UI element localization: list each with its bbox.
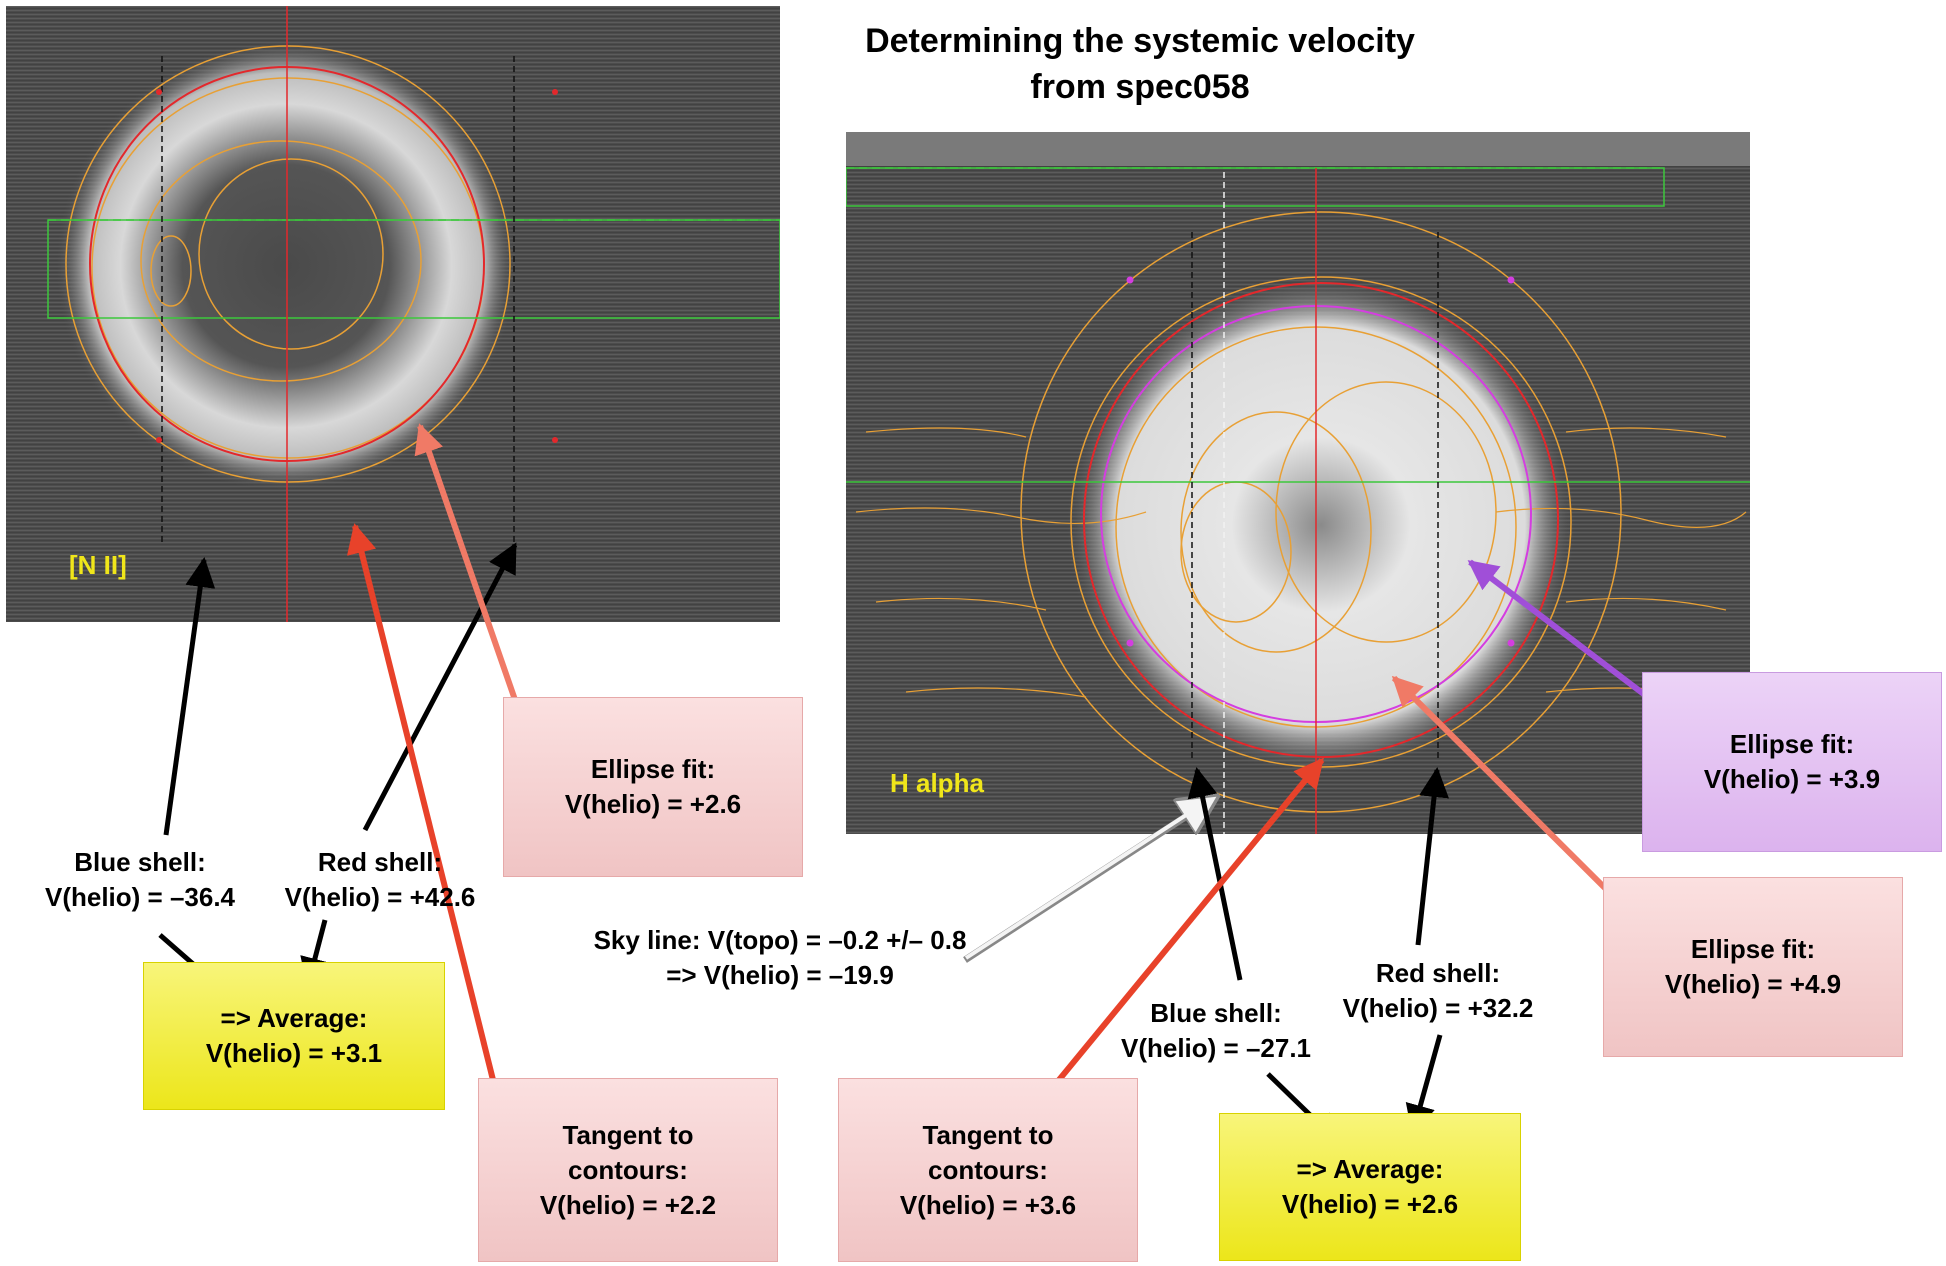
nii-spectrum-image <box>6 6 780 622</box>
ha-average-box: => Average: V(helio) = +2.6 <box>1219 1113 1521 1261</box>
nii-spectrum-panel: [N II] <box>6 6 780 622</box>
ha-blue-shell-label: Blue shell: V(helio) = –27.1 <box>1120 998 1312 1063</box>
title-line-2: from spec058 <box>1030 68 1250 106</box>
ha-red-shell-label: Red shell: V(helio) = +32.2 <box>1342 958 1534 1023</box>
ha-ellipse-fit-red-box: Ellipse fit: V(helio) = +4.9 <box>1603 877 1903 1057</box>
ha-sky-line-label: Sky line: V(topo) = –0.2 +/– 0.8 => V(he… <box>593 925 967 990</box>
nii-average-box: => Average: V(helio) = +3.1 <box>143 962 445 1110</box>
halpha-panel-label: H alpha <box>890 768 984 798</box>
nii-red-shell-label: Red shell: V(helio) = +42.6 <box>284 847 476 912</box>
nii-tangent-box: Tangent to contours: V(helio) = +2.2 <box>478 1078 778 1262</box>
title-line-1: Determining the systemic velocity <box>865 22 1415 60</box>
ha-tangent-box: Tangent to contours: V(helio) = +3.6 <box>838 1078 1138 1262</box>
nii-panel-label: [N II] <box>69 550 127 580</box>
nii-blue-shell-label: Blue shell: V(helio) = –36.4 <box>44 847 236 912</box>
halpha-spectrum-image <box>846 132 1750 834</box>
ha-ellipse-fit-magenta-box: Ellipse fit: V(helio) = +3.9 <box>1642 672 1942 852</box>
halpha-spectrum-panel: H alpha <box>846 132 1750 834</box>
nii-ellipse-fit-box: Ellipse fit: V(helio) = +2.6 <box>503 697 803 877</box>
page-title: Determining the systemic velocity from s… <box>800 18 1480 110</box>
